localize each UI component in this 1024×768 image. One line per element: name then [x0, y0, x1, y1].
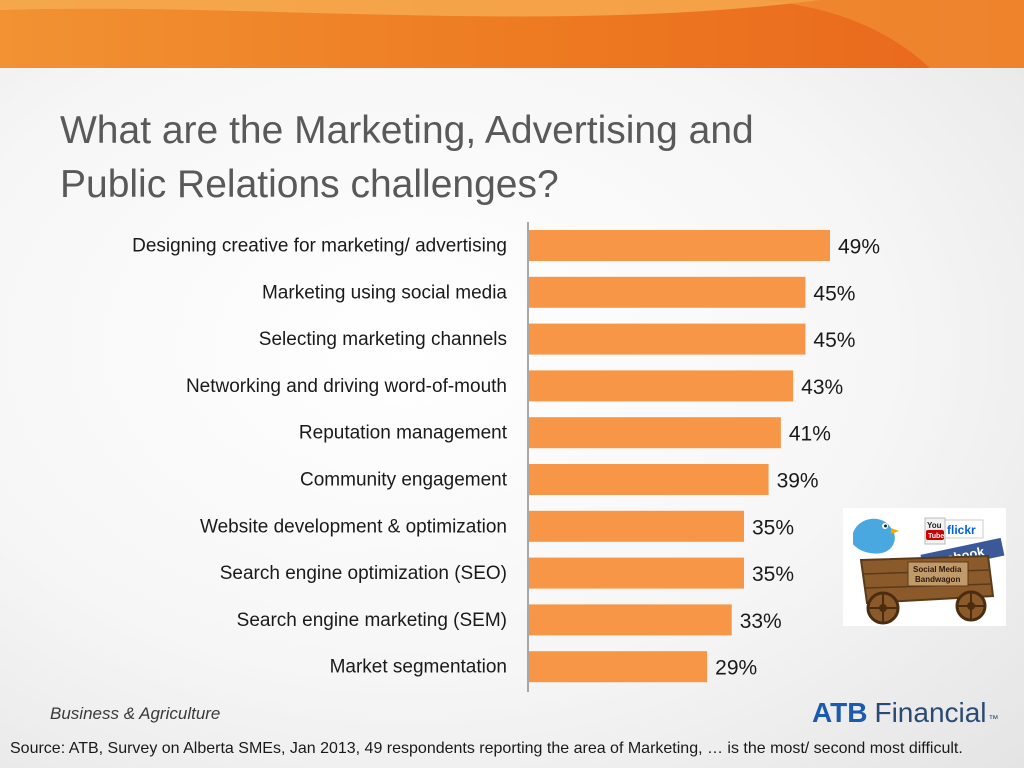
bar — [529, 417, 781, 449]
wagon-wheel-icon — [955, 590, 987, 622]
youtube-tube-text: Tube — [928, 533, 944, 540]
bar — [529, 370, 794, 402]
bar — [529, 604, 732, 636]
logo-trademark: ™ — [988, 714, 999, 725]
bars-group: Designing creative for marketing/ advert… — [132, 230, 880, 683]
top-banner — [0, 0, 1024, 68]
category-label: Selecting marketing channels — [259, 329, 507, 350]
bar — [529, 276, 806, 308]
category-label: Networking and driving word-of-mouth — [186, 376, 507, 397]
logo-name: Financial — [874, 697, 987, 728]
logo-abbreviation: ATB — [812, 697, 868, 728]
footer-division-label: Business & Agriculture — [50, 704, 221, 723]
value-label: 35% — [752, 563, 794, 586]
value-label: 45% — [813, 282, 855, 305]
bar — [529, 651, 708, 683]
title-line-1: What are the Marketing, Advertising and — [60, 109, 754, 152]
category-label: Community engagement — [300, 470, 508, 491]
wagon-sign-line1: Social Media — [913, 565, 962, 574]
bar — [529, 230, 830, 261]
source-note: Source: ATB, Survey on Alberta SMEs, Jan… — [10, 740, 963, 757]
category-label: Designing creative for marketing/ advert… — [132, 236, 507, 257]
value-label: 29% — [715, 657, 757, 680]
value-label: 33% — [740, 610, 782, 633]
social-media-bandwagon-image: flickr You Tube facebook Social Media Ba… — [843, 508, 1006, 626]
category-label: Website development & optimization — [200, 516, 507, 537]
value-label: 41% — [789, 423, 831, 446]
flickr-text: flickr — [947, 523, 976, 537]
page-title: What are the Marketing, Advertising and … — [60, 104, 920, 212]
wagon-sign-line2: Bandwagon — [915, 575, 960, 584]
value-label: 45% — [813, 329, 855, 352]
title-line-2: Public Relations challenges? — [60, 163, 559, 206]
bar — [529, 323, 806, 355]
bar — [529, 510, 744, 542]
bar — [529, 557, 744, 589]
bar — [529, 464, 769, 495]
youtube-you-text: You — [927, 521, 942, 530]
category-label: Market segmentation — [330, 657, 507, 678]
value-label: 35% — [752, 516, 794, 539]
category-label: Search engine marketing (SEM) — [237, 610, 507, 631]
atb-financial-logo: ATB Financial ™ — [812, 697, 999, 729]
value-label: 43% — [801, 376, 843, 399]
category-label: Reputation management — [299, 423, 508, 444]
value-label: 39% — [777, 470, 819, 493]
value-label: 49% — [838, 236, 880, 259]
category-label: Search engine optimization (SEO) — [220, 563, 507, 584]
wagon-sign — [907, 561, 969, 587]
wagon-wheel-icon — [866, 591, 900, 625]
category-label: Marketing using social media — [262, 282, 507, 303]
